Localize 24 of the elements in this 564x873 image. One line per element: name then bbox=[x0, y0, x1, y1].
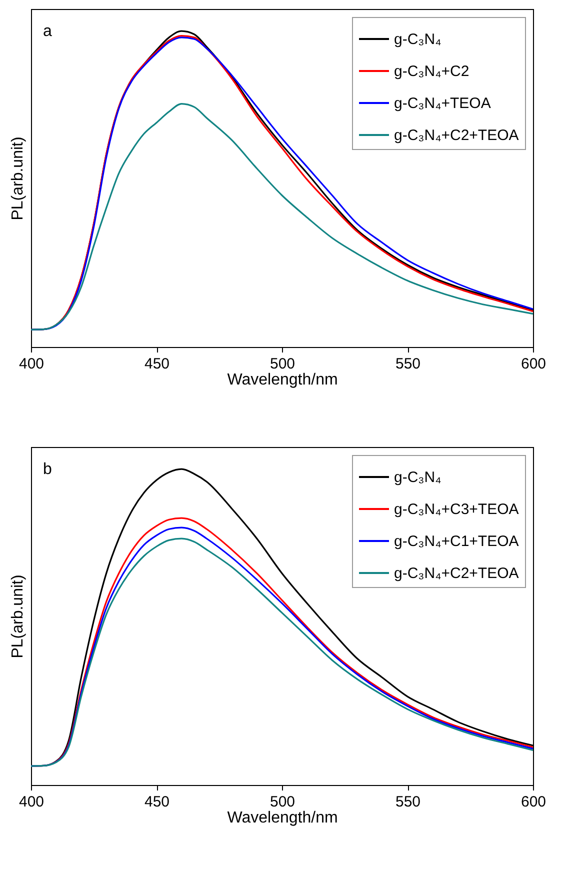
annotation: a bbox=[43, 23, 52, 40]
legend-label: g-C₃N₄ bbox=[394, 469, 442, 486]
x-tick-label: 550 bbox=[395, 794, 421, 810]
x-tick-label: 600 bbox=[520, 794, 546, 810]
annotation: b bbox=[43, 461, 52, 478]
legend-label: g-C₃N₄+C2 bbox=[394, 63, 470, 80]
x-tick-label: 600 bbox=[520, 356, 546, 372]
legend-label: g-C₃N₄+C2+TEOA bbox=[394, 565, 519, 582]
x-axis-title: Wavelength/nm bbox=[227, 372, 338, 388]
x-axis-title: Wavelength/nm bbox=[227, 810, 338, 826]
legend-label: g-C₃N₄+C2+TEOA bbox=[394, 127, 519, 144]
x-tick-label: 400 bbox=[18, 356, 44, 372]
x-tick-label: 550 bbox=[395, 356, 421, 372]
legend-label: g-C₃N₄ bbox=[394, 31, 442, 48]
legend-label: g-C₃N₄+C3+TEOA bbox=[394, 501, 519, 518]
y-axis-title: PL(arb.unit) bbox=[10, 574, 26, 658]
y-axis-title: PL(arb.unit) bbox=[10, 136, 26, 220]
legend-label: g-C₃N₄+TEOA bbox=[394, 95, 491, 112]
x-tick-label: 400 bbox=[18, 794, 44, 810]
x-tick-label: 500 bbox=[270, 794, 296, 810]
x-tick-label: 450 bbox=[144, 356, 170, 372]
legend-label: g-C₃N₄+C1+TEOA bbox=[394, 533, 519, 550]
x-tick-label: 500 bbox=[270, 356, 296, 372]
x-tick-label: 450 bbox=[144, 794, 170, 810]
